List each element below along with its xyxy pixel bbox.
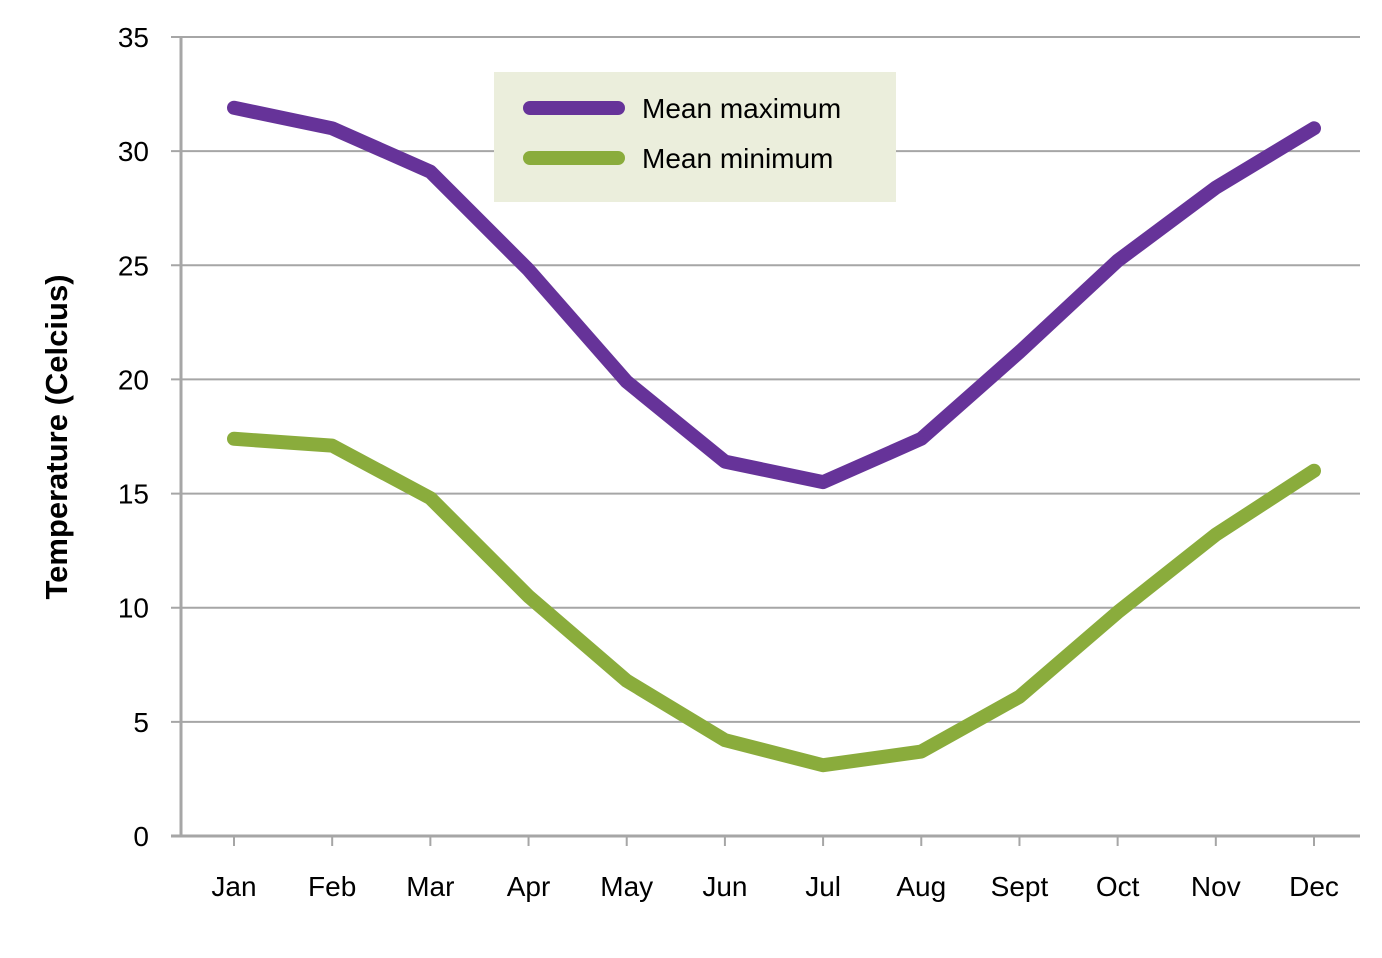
data-point-mean-minimum — [623, 677, 630, 684]
y-tick-label: 5 — [133, 707, 149, 738]
y-tick-label: 15 — [118, 479, 149, 510]
data-point-mean-minimum — [820, 762, 827, 769]
y-tick-label: 35 — [118, 22, 149, 53]
series-layer — [227, 100, 1321, 773]
data-point-mean-maximum — [427, 168, 434, 175]
series-line-mean-minimum — [227, 431, 1321, 773]
x-tick-label: Dec — [1289, 871, 1339, 902]
data-point-mean-minimum — [1016, 693, 1023, 700]
legend-label-mean-minimum: Mean minimum — [642, 143, 833, 174]
y-tick-label: 30 — [118, 136, 149, 167]
data-point-mean-maximum — [525, 266, 532, 273]
x-tick-label: Feb — [308, 871, 356, 902]
data-point-mean-minimum — [427, 495, 434, 502]
data-point-mean-maximum — [1311, 125, 1317, 132]
data-point-mean-minimum — [721, 737, 728, 744]
y-tick-label: 20 — [118, 364, 149, 395]
x-tick-label: Sept — [991, 871, 1049, 902]
data-point-mean-minimum — [1114, 609, 1121, 616]
data-point-mean-minimum — [231, 435, 237, 442]
data-point-mean-minimum — [1212, 531, 1219, 538]
data-point-mean-maximum — [918, 435, 925, 442]
data-point-mean-maximum — [721, 458, 728, 465]
data-point-mean-maximum — [329, 125, 336, 132]
data-point-mean-maximum — [623, 378, 630, 385]
legend: Mean maximum Mean minimum — [494, 72, 896, 202]
data-point-mean-minimum — [525, 593, 532, 600]
x-tick-label: Jul — [805, 871, 841, 902]
tick-labels: 0 5 10 15 20 25 30 35 Jan Feb Mar Apr May Jun Jul Aug Se… — [118, 22, 1339, 902]
x-tick-label: May — [600, 871, 653, 902]
y-tick-label: 10 — [118, 593, 149, 624]
x-tick-label: Nov — [1191, 871, 1241, 902]
data-point-mean-maximum — [1114, 257, 1121, 264]
x-tick-label: Apr — [507, 871, 551, 902]
y-tick-label: 25 — [118, 250, 149, 281]
x-tick-label: Mar — [406, 871, 454, 902]
x-tick-label: Jun — [702, 871, 747, 902]
data-point-mean-maximum — [1212, 184, 1219, 191]
x-tick-label: Jan — [211, 871, 256, 902]
legend-box — [494, 72, 896, 202]
data-point-mean-minimum — [918, 748, 925, 755]
y-tick-label: 0 — [133, 821, 149, 852]
data-point-mean-minimum — [1311, 467, 1317, 474]
data-point-mean-minimum — [329, 442, 336, 449]
series-line-mean-maximum — [227, 100, 1321, 490]
legend-label-mean-maximum: Mean maximum — [642, 93, 841, 124]
data-point-mean-maximum — [820, 479, 827, 486]
x-tick-label: Aug — [896, 871, 946, 902]
data-point-mean-maximum — [1016, 349, 1023, 356]
data-point-mean-maximum — [231, 104, 237, 111]
x-tick-label: Oct — [1096, 871, 1140, 902]
axis-layer — [171, 37, 1360, 846]
y-axis-title: Temperature (Celcius) — [39, 274, 74, 599]
